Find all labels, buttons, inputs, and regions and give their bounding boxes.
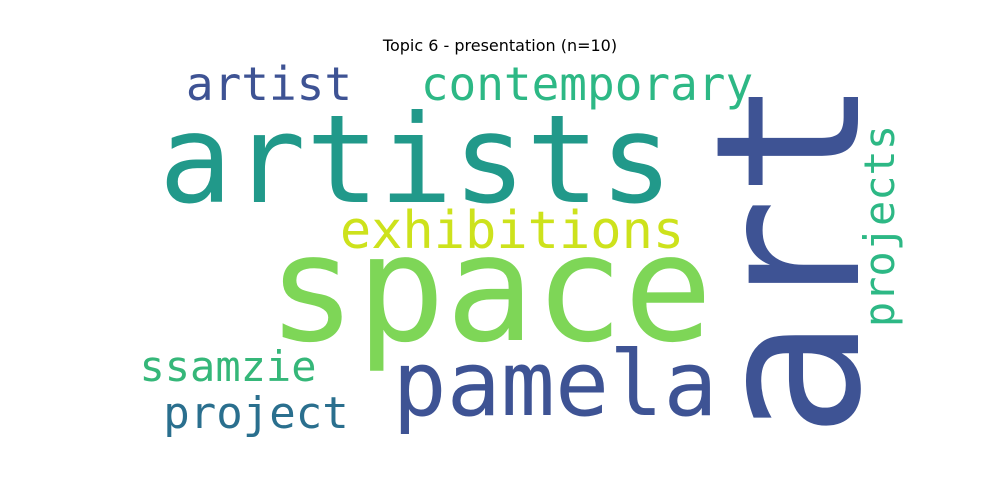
word-exhibitions: exhibitions (340, 201, 684, 261)
word-art: art (673, 77, 906, 438)
word-artists: artists (159, 89, 673, 231)
chart-title: Topic 6 - presentation (n=10) (382, 36, 618, 55)
word-pamela: pamela (392, 332, 717, 437)
word-projects: projects (855, 125, 904, 327)
word-space: space (267, 203, 713, 375)
word-ssamzie: ssamzie (139, 342, 316, 391)
word-contemporary: contemporary (421, 57, 753, 111)
word-artist: artist (186, 57, 352, 111)
word-project: project (163, 388, 348, 439)
